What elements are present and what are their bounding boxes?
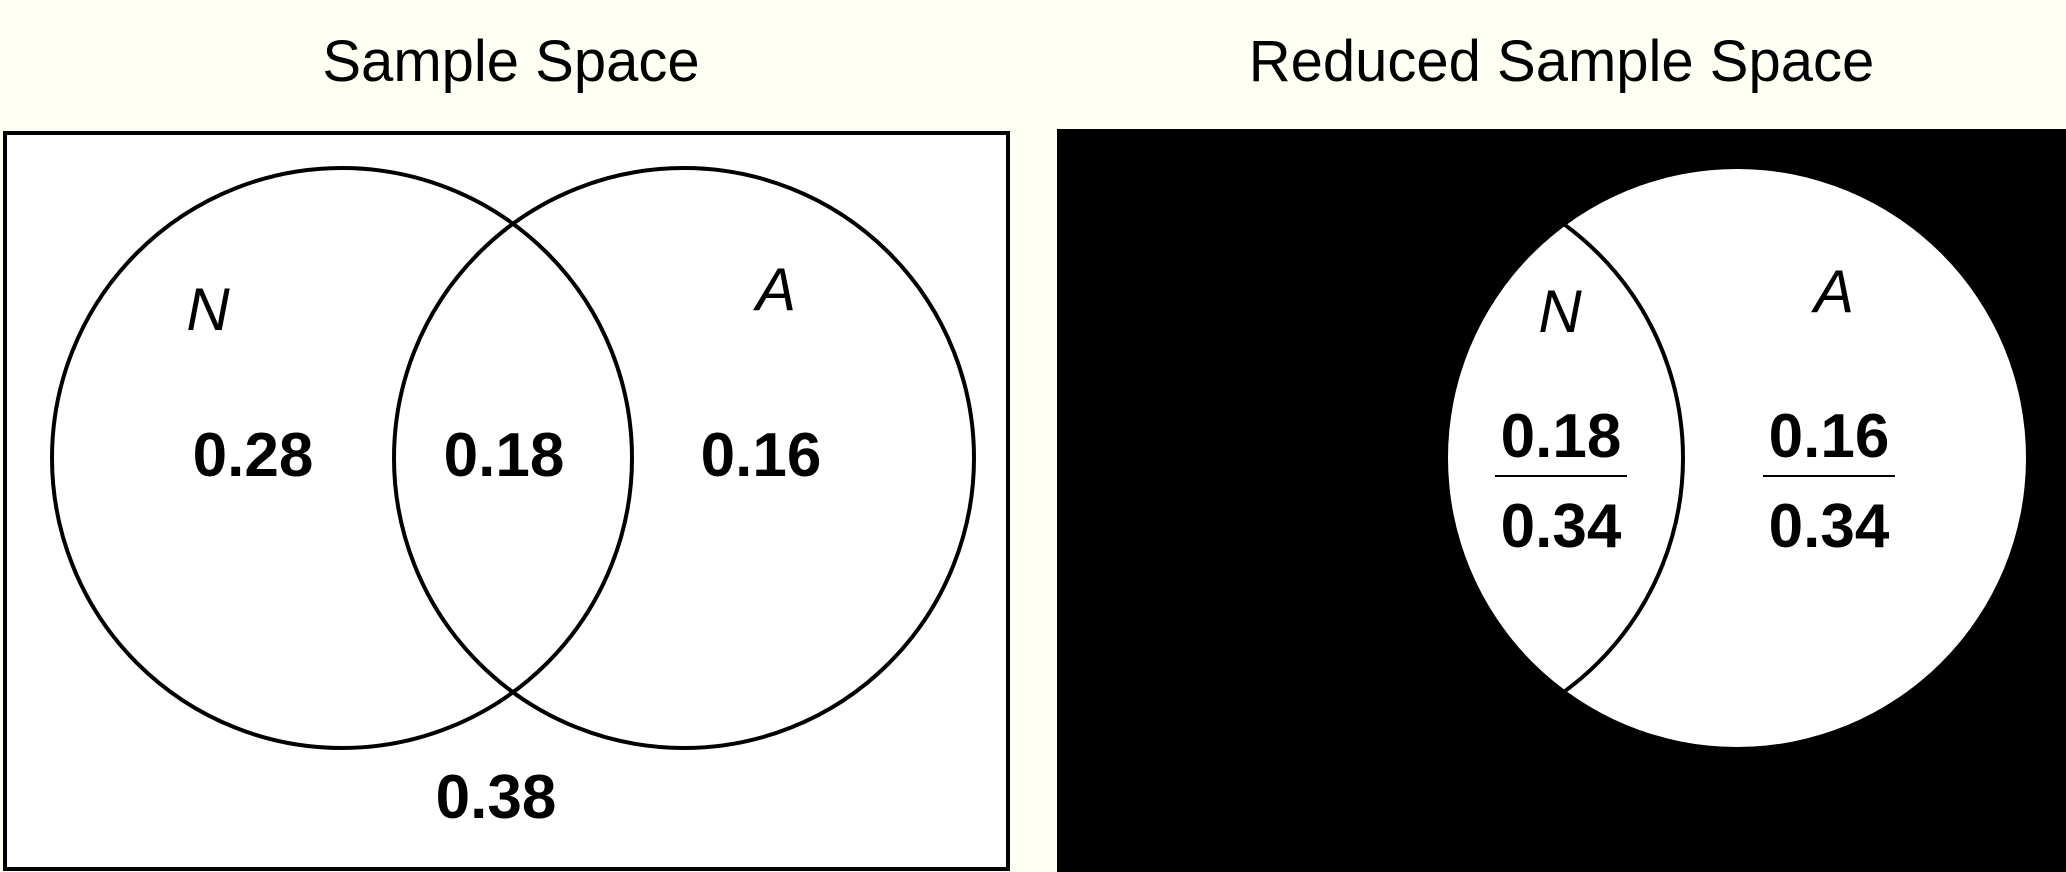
- sample-space-panel: N A 0.28 0.18 0.16 0.38: [3, 131, 1010, 871]
- set-a-circle: [392, 166, 976, 750]
- n-only-value: 0.28: [193, 421, 314, 490]
- outside-value: 0.38: [436, 763, 557, 832]
- reduced-sample-space-panel: N A 0.18 0.34 0.16 0.34: [1057, 129, 2066, 872]
- set-n-circle: [50, 166, 634, 750]
- a-fraction-numerator: 0.16: [1769, 402, 1890, 471]
- reduced-set-n-label: N: [1538, 278, 1582, 345]
- set-a-label: A: [753, 256, 796, 323]
- a-fraction-denominator: 0.34: [1769, 492, 1890, 561]
- sample-space-box: [3, 131, 1010, 871]
- reduced-sample-space-title: Reduced Sample Space: [1248, 29, 1875, 94]
- set-n-label: N: [186, 276, 230, 343]
- set-a-region: [1448, 169, 2026, 747]
- sample-space-title: Sample Space: [322, 29, 700, 94]
- intersection-value: 0.18: [444, 421, 565, 490]
- reduced-set-a-label: A: [1811, 258, 1854, 325]
- n-fraction-numerator: 0.18: [1501, 402, 1622, 471]
- n-fraction-denominator: 0.34: [1501, 492, 1622, 561]
- set-n-boundary-arc: [1448, 169, 1685, 747]
- a-only-value: 0.16: [701, 421, 822, 490]
